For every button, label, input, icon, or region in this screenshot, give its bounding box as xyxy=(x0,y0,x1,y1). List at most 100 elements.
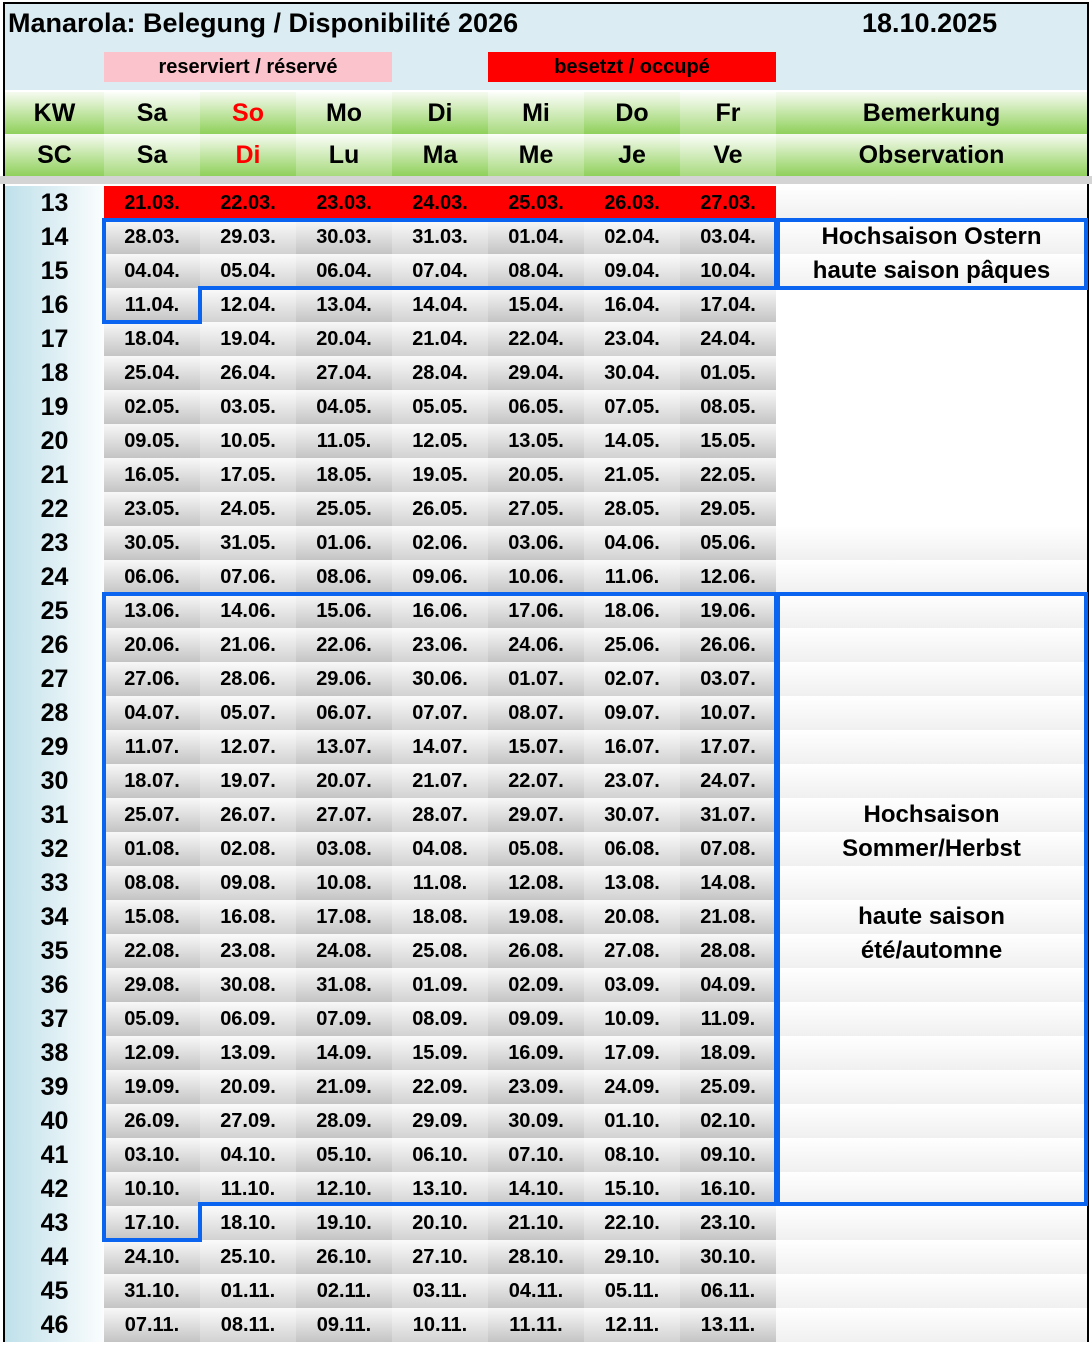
date-cell[interactable]: 24.03. xyxy=(392,186,488,220)
date-cell[interactable]: 03.10. xyxy=(104,1138,200,1172)
date-cell[interactable]: 21.06. xyxy=(200,628,296,662)
date-cell[interactable]: 26.05. xyxy=(392,492,488,526)
date-cell[interactable]: 05.10. xyxy=(296,1138,392,1172)
date-cell[interactable]: 27.08. xyxy=(584,934,680,968)
date-cell[interactable]: 22.08. xyxy=(104,934,200,968)
date-cell[interactable]: 13.04. xyxy=(296,288,392,322)
date-cell[interactable]: 07.04. xyxy=(392,254,488,288)
date-cell[interactable]: 22.09. xyxy=(392,1070,488,1104)
date-cell[interactable]: 02.06. xyxy=(392,526,488,560)
date-cell[interactable]: 02.09. xyxy=(488,968,584,1002)
date-cell[interactable]: 06.07. xyxy=(296,696,392,730)
date-cell[interactable]: 04.08. xyxy=(392,832,488,866)
date-cell[interactable]: 28.08. xyxy=(680,934,776,968)
date-cell[interactable]: 16.07. xyxy=(584,730,680,764)
date-cell[interactable]: 25.04. xyxy=(104,356,200,390)
date-cell[interactable]: 03.08. xyxy=(296,832,392,866)
date-cell[interactable]: 20.08. xyxy=(584,900,680,934)
date-cell[interactable]: 24.07. xyxy=(680,764,776,798)
date-cell[interactable]: 21.09. xyxy=(296,1070,392,1104)
date-cell[interactable]: 30.05. xyxy=(104,526,200,560)
date-cell[interactable]: 12.07. xyxy=(200,730,296,764)
date-cell[interactable]: 15.08. xyxy=(104,900,200,934)
date-cell[interactable]: 11.07. xyxy=(104,730,200,764)
date-cell[interactable]: 29.08. xyxy=(104,968,200,1002)
date-cell[interactable]: 18.05. xyxy=(296,458,392,492)
date-cell[interactable]: 20.07. xyxy=(296,764,392,798)
date-cell[interactable]: 06.06. xyxy=(104,560,200,594)
date-cell[interactable]: 08.07. xyxy=(488,696,584,730)
date-cell[interactable]: 02.08. xyxy=(200,832,296,866)
date-cell[interactable]: 21.08. xyxy=(680,900,776,934)
date-cell[interactable]: 06.10. xyxy=(392,1138,488,1172)
date-cell[interactable]: 02.07. xyxy=(584,662,680,696)
date-cell[interactable]: 16.09. xyxy=(488,1036,584,1070)
date-cell[interactable]: 08.08. xyxy=(104,866,200,900)
date-cell[interactable]: 12.11. xyxy=(584,1308,680,1342)
date-cell[interactable]: 19.10. xyxy=(296,1206,392,1240)
date-cell[interactable]: 15.10. xyxy=(584,1172,680,1206)
date-cell[interactable]: 17.08. xyxy=(296,900,392,934)
date-cell[interactable]: 11.08. xyxy=(392,866,488,900)
date-cell[interactable]: 26.08. xyxy=(488,934,584,968)
date-cell[interactable]: 05.04. xyxy=(200,254,296,288)
date-cell[interactable]: 22.07. xyxy=(488,764,584,798)
date-cell[interactable]: 17.10. xyxy=(104,1206,200,1240)
date-cell[interactable]: 17.06. xyxy=(488,594,584,628)
date-cell[interactable]: 19.04. xyxy=(200,322,296,356)
date-cell[interactable]: 02.11. xyxy=(296,1274,392,1308)
date-cell[interactable]: 12.05. xyxy=(392,424,488,458)
date-cell[interactable]: 31.08. xyxy=(296,968,392,1002)
date-cell[interactable]: 24.06. xyxy=(488,628,584,662)
date-cell[interactable]: 23.09. xyxy=(488,1070,584,1104)
date-cell[interactable]: 03.09. xyxy=(584,968,680,1002)
date-cell[interactable]: 21.04. xyxy=(392,322,488,356)
date-cell[interactable]: 08.04. xyxy=(488,254,584,288)
date-cell[interactable]: 26.03. xyxy=(584,186,680,220)
date-cell[interactable]: 17.09. xyxy=(584,1036,680,1070)
date-cell[interactable]: 12.04. xyxy=(200,288,296,322)
date-cell[interactable]: 10.09. xyxy=(584,1002,680,1036)
date-cell[interactable]: 05.11. xyxy=(584,1274,680,1308)
date-cell[interactable]: 04.11. xyxy=(488,1274,584,1308)
date-cell[interactable]: 08.11. xyxy=(200,1308,296,1342)
date-cell[interactable]: 02.04. xyxy=(584,220,680,254)
date-cell[interactable]: 14.05. xyxy=(584,424,680,458)
date-cell[interactable]: 07.07. xyxy=(392,696,488,730)
date-cell[interactable]: 07.11. xyxy=(104,1308,200,1342)
date-cell[interactable]: 23.08. xyxy=(200,934,296,968)
date-cell[interactable]: 29.09. xyxy=(392,1104,488,1138)
date-cell[interactable]: 13.06. xyxy=(104,594,200,628)
date-cell[interactable]: 16.06. xyxy=(392,594,488,628)
date-cell[interactable]: 25.10. xyxy=(200,1240,296,1274)
date-cell[interactable]: 24.04. xyxy=(680,322,776,356)
date-cell[interactable]: 29.06. xyxy=(296,662,392,696)
date-cell[interactable]: 27.06. xyxy=(104,662,200,696)
date-cell[interactable]: 19.05. xyxy=(392,458,488,492)
date-cell[interactable]: 18.09. xyxy=(680,1036,776,1070)
date-cell[interactable]: 14.04. xyxy=(392,288,488,322)
date-cell[interactable]: 13.07. xyxy=(296,730,392,764)
date-cell[interactable]: 29.10. xyxy=(584,1240,680,1274)
date-cell[interactable]: 04.05. xyxy=(296,390,392,424)
date-cell[interactable]: 09.07. xyxy=(584,696,680,730)
date-cell[interactable]: 18.06. xyxy=(584,594,680,628)
date-cell[interactable]: 11.10. xyxy=(200,1172,296,1206)
date-cell[interactable]: 28.05. xyxy=(584,492,680,526)
date-cell[interactable]: 13.08. xyxy=(584,866,680,900)
date-cell[interactable]: 21.05. xyxy=(584,458,680,492)
date-cell[interactable]: 04.09. xyxy=(680,968,776,1002)
date-cell[interactable]: 17.05. xyxy=(200,458,296,492)
date-cell[interactable]: 18.10. xyxy=(200,1206,296,1240)
date-cell[interactable]: 18.04. xyxy=(104,322,200,356)
date-cell[interactable]: 29.05. xyxy=(680,492,776,526)
date-cell[interactable]: 28.09. xyxy=(296,1104,392,1138)
date-cell[interactable]: 08.10. xyxy=(584,1138,680,1172)
date-cell[interactable]: 10.04. xyxy=(680,254,776,288)
date-cell[interactable]: 02.05. xyxy=(104,390,200,424)
date-cell[interactable]: 20.06. xyxy=(104,628,200,662)
date-cell[interactable]: 23.07. xyxy=(584,764,680,798)
date-cell[interactable]: 05.06. xyxy=(680,526,776,560)
date-cell[interactable]: 17.07. xyxy=(680,730,776,764)
date-cell[interactable]: 30.06. xyxy=(392,662,488,696)
